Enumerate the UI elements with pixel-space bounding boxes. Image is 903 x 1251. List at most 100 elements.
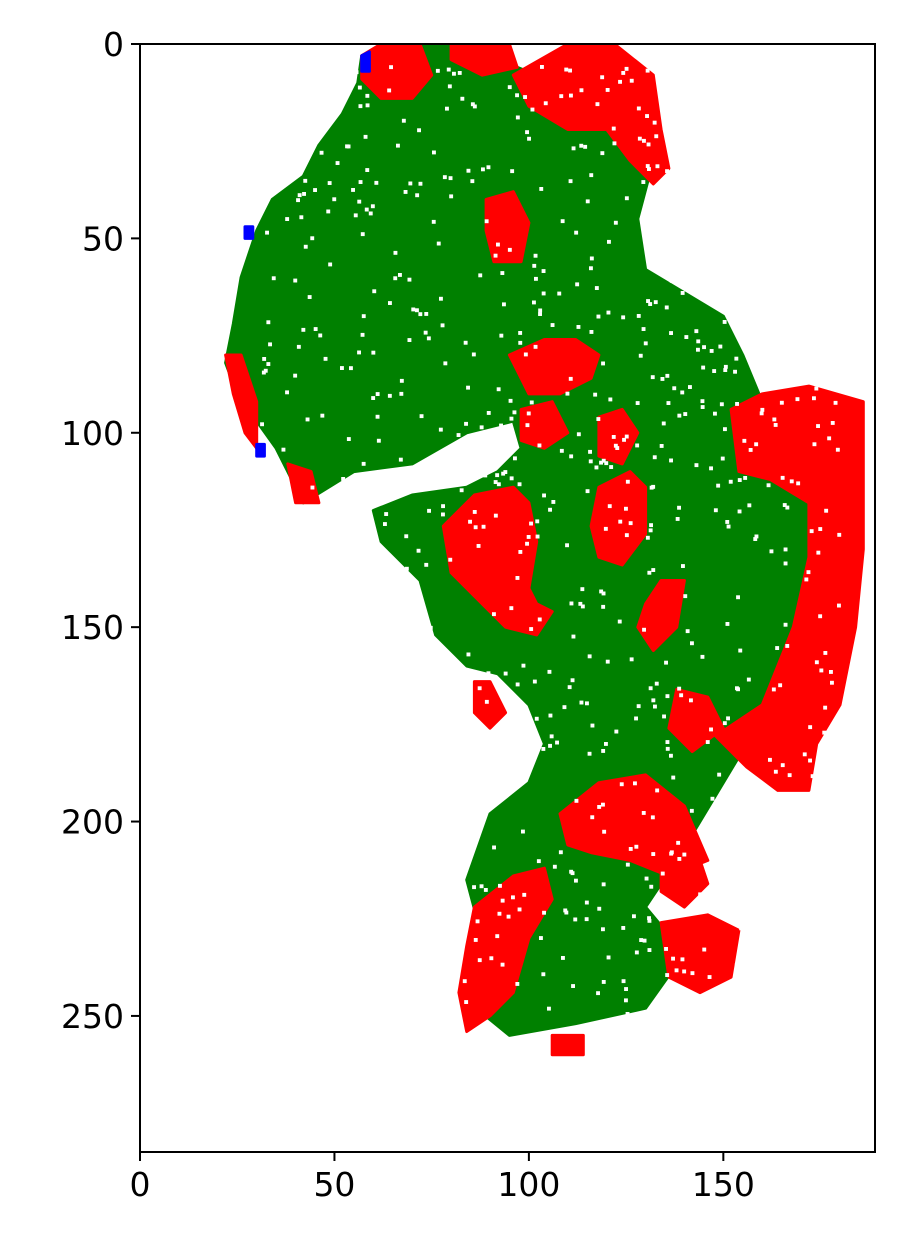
noise-pixel: [703, 75, 708, 80]
noise-pixel: [383, 522, 387, 526]
noise-pixel: [436, 241, 441, 246]
noise-pixel: [773, 769, 778, 774]
noise-pixel: [638, 353, 643, 358]
noise-pixel: [344, 813, 349, 818]
noise-pixel: [736, 595, 740, 600]
noise-pixel: [615, 446, 620, 450]
noise-pixel: [310, 485, 315, 490]
noise-pixel: [696, 278, 701, 282]
noise-pixel: [796, 137, 801, 142]
noise-pixel: [419, 598, 424, 603]
noise-pixel: [358, 104, 363, 109]
noise-pixel: [595, 102, 600, 107]
noise-pixel: [792, 892, 797, 897]
noise-pixel: [281, 447, 286, 452]
noise-pixel: [602, 829, 607, 834]
noise-pixel: [645, 535, 650, 540]
noise-pixel: [827, 794, 832, 799]
noise-pixel: [448, 557, 453, 562]
noise-pixel: [525, 423, 530, 428]
noise-pixel: [653, 704, 657, 709]
noise-pixel: [391, 800, 396, 805]
noise-pixel: [275, 702, 280, 707]
noise-pixel: [351, 188, 355, 192]
noise-pixel: [639, 938, 644, 942]
noise-pixel: [466, 652, 471, 657]
noise-pixel: [312, 907, 317, 912]
noise-pixel: [321, 647, 326, 652]
noise-pixel: [466, 385, 470, 390]
noise-pixel: [796, 481, 801, 486]
noise-pixel: [260, 422, 264, 427]
noise-pixel: [619, 782, 624, 787]
noise-pixel: [634, 950, 639, 955]
noise-pixel: [734, 356, 739, 361]
noise-pixel: [445, 106, 449, 111]
noise-pixel: [497, 911, 502, 916]
noise-pixel: [600, 151, 605, 156]
noise-pixel: [282, 118, 287, 123]
region-red-20: [286, 462, 321, 505]
noise-pixel: [525, 541, 529, 546]
noise-pixel: [415, 308, 419, 313]
noise-pixel: [423, 330, 428, 335]
noise-pixel: [606, 955, 611, 960]
noise-pixel: [509, 416, 514, 421]
noise-pixel: [328, 262, 333, 267]
noise-pixel: [379, 568, 383, 573]
noise-pixel: [783, 622, 788, 627]
noise-pixel: [424, 726, 429, 731]
noise-pixel: [579, 700, 584, 705]
noise-pixel: [709, 349, 714, 353]
noise-pixel: [669, 458, 673, 463]
noise-pixel: [637, 136, 642, 141]
noise-pixel: [365, 168, 370, 172]
noise-pixel: [515, 982, 520, 986]
noise-pixel: [785, 644, 790, 648]
noise-pixel: [713, 99, 718, 104]
noise-pixel: [660, 871, 665, 876]
noise-pixel: [283, 788, 287, 793]
noise-pixel: [785, 505, 790, 510]
noise-pixel: [650, 815, 655, 820]
noise-pixel: [484, 219, 489, 224]
noise-pixel: [621, 315, 626, 320]
noise-pixel: [722, 320, 727, 324]
noise-pixel: [839, 223, 844, 228]
noise-pixel: [804, 156, 809, 161]
noise-pixel: [515, 93, 519, 98]
noise-pixel: [319, 673, 324, 678]
noise-pixel: [306, 609, 310, 614]
noise-pixel: [569, 454, 574, 459]
noise-pixel: [441, 504, 445, 509]
noise-pixel: [741, 907, 745, 912]
region-red-12: [714, 384, 865, 792]
noise-pixel: [335, 161, 340, 165]
noise-pixel: [462, 979, 467, 984]
noise-pixel: [371, 350, 376, 355]
noise-pixel: [430, 804, 435, 808]
noise-pixel: [417, 128, 421, 133]
noise-pixel: [644, 876, 649, 881]
noise-pixel: [437, 883, 442, 888]
noise-pixel: [449, 194, 454, 199]
noise-pixel: [601, 591, 606, 596]
noise-pixel: [442, 175, 447, 180]
noise-pixel: [273, 870, 278, 875]
noise-pixel: [719, 402, 724, 407]
noise-pixel: [363, 134, 368, 139]
noise-pixel: [780, 475, 785, 480]
noise-pixel: [794, 356, 798, 361]
noise-pixel: [372, 289, 377, 294]
noise-pixel: [808, 758, 812, 763]
noise-pixel: [479, 444, 484, 449]
noise-pixel: [300, 902, 305, 907]
noise-pixel: [720, 821, 725, 826]
noise-pixel: [535, 519, 540, 524]
noise-pixel: [523, 769, 528, 774]
noise-pixel: [588, 449, 592, 454]
noise-pixel: [328, 785, 333, 790]
noise-pixel: [456, 927, 461, 932]
noise-pixel: [512, 410, 517, 415]
noise-pixel: [368, 661, 372, 666]
